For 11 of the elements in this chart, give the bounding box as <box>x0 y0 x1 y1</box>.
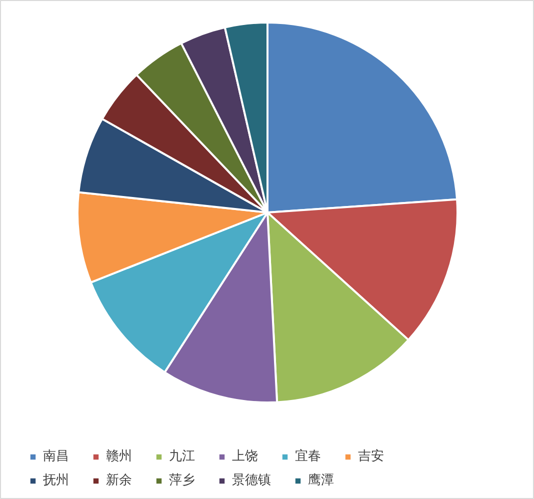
legend-label: 吉安 <box>358 448 384 465</box>
legend-label: 萍乡 <box>169 472 195 489</box>
legend-label: 景德镇 <box>232 472 271 489</box>
legend-label: 抚州 <box>43 472 69 489</box>
legend-label: 上饶 <box>232 448 258 465</box>
legend-label: 南昌 <box>43 448 69 465</box>
legend-label: 宜春 <box>295 448 321 465</box>
legend-label: 赣州 <box>106 448 132 465</box>
legend-label: 鹰潭 <box>308 472 334 489</box>
legend-label: 新余 <box>106 472 132 489</box>
legend-label: 九江 <box>169 448 195 465</box>
